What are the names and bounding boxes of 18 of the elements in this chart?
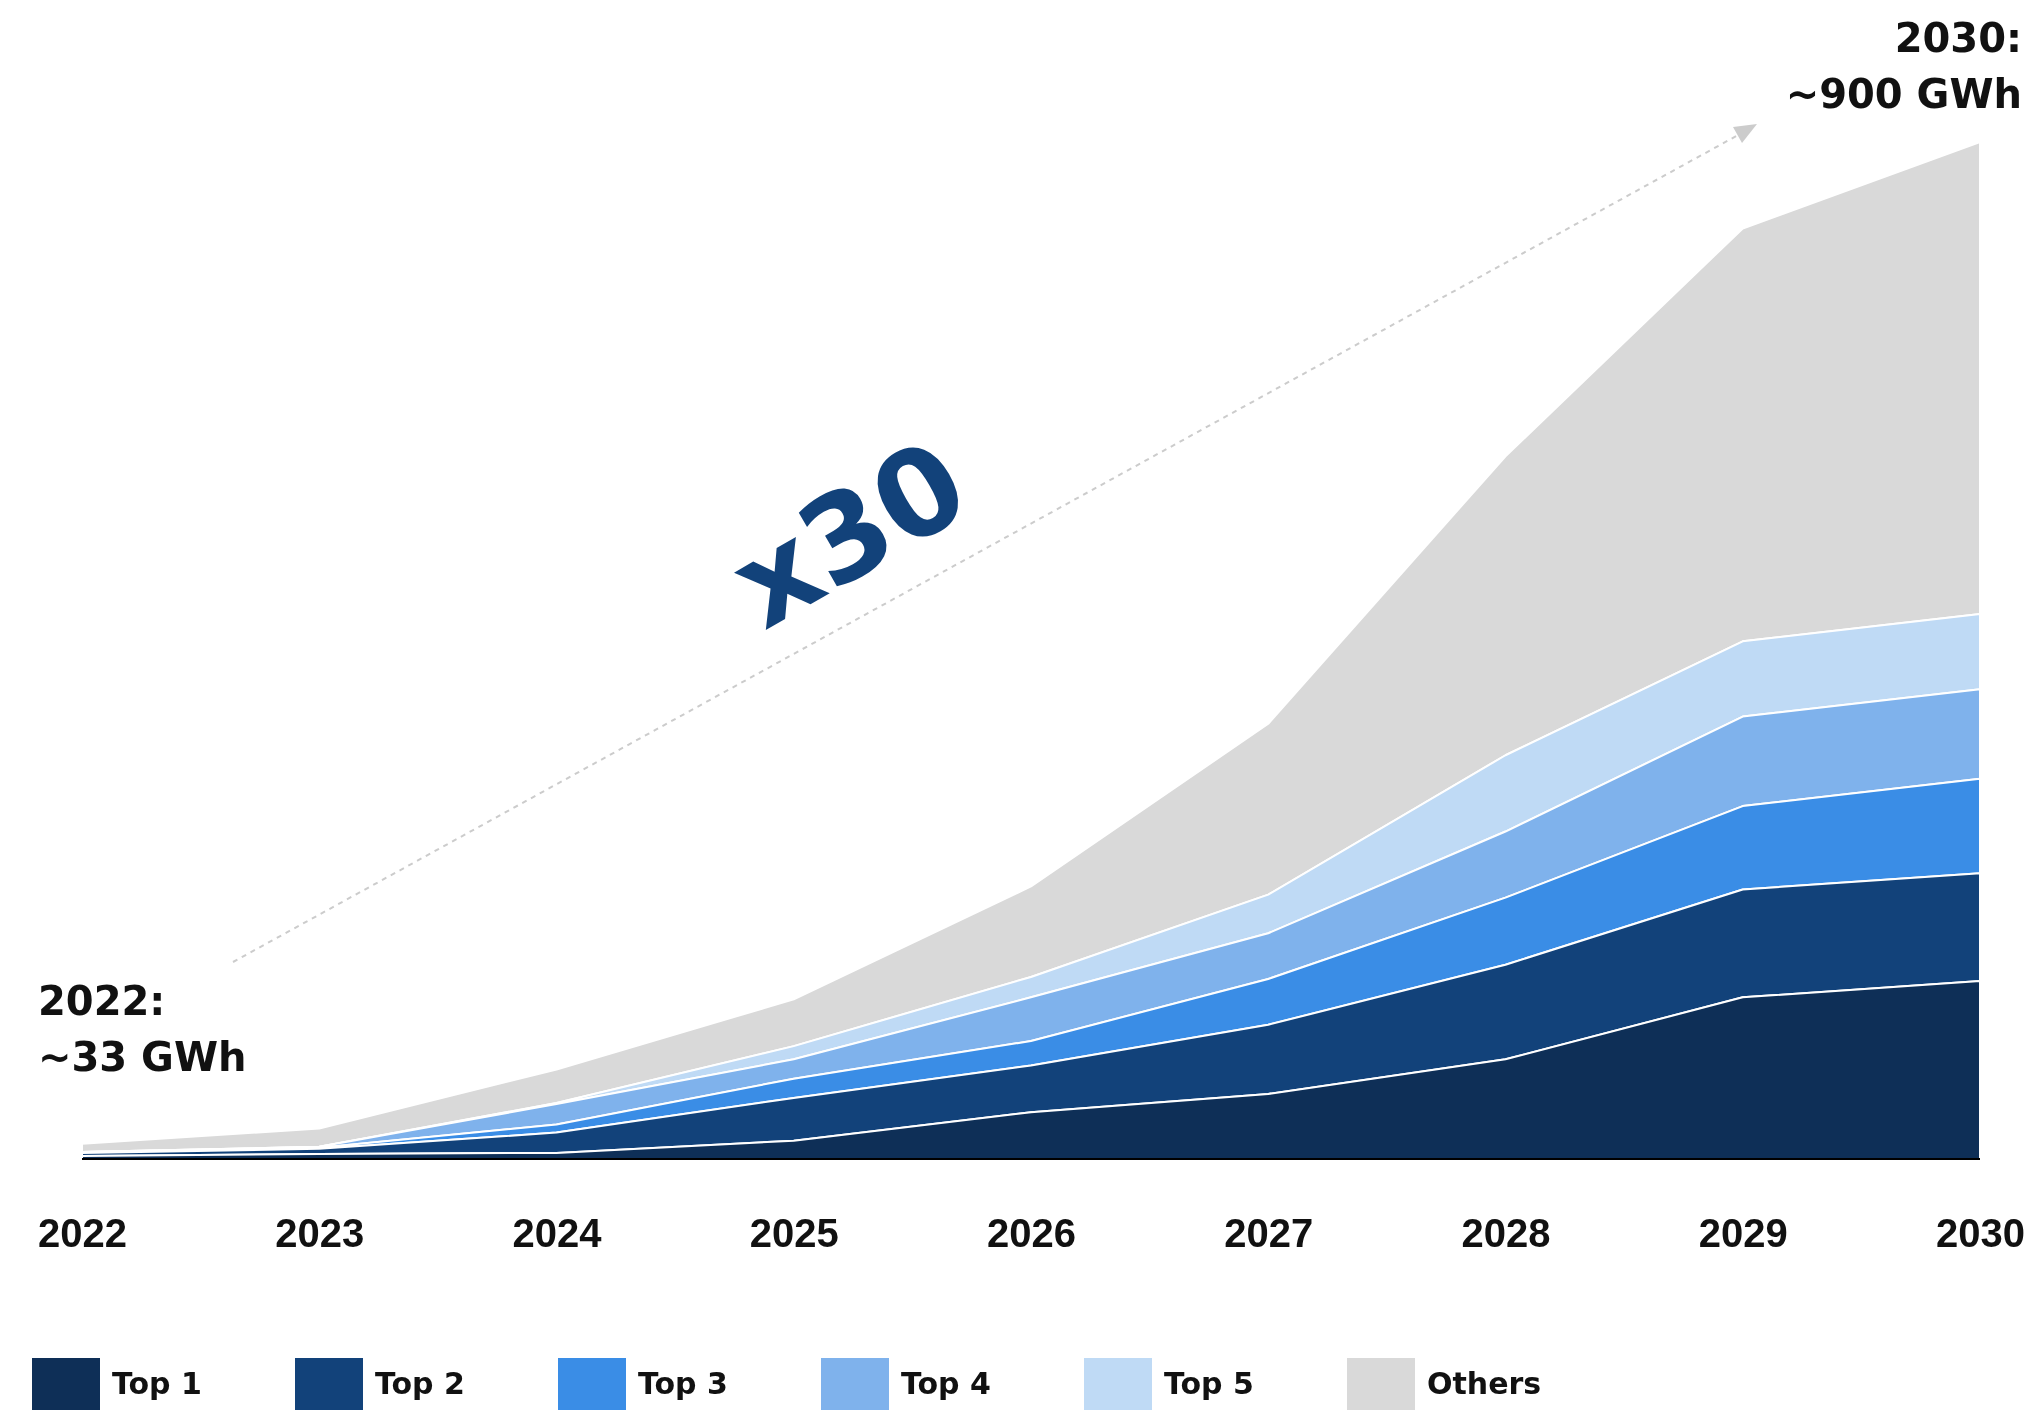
annotation: 2022: ~33 GWh	[38, 978, 247, 1080]
legend-label: Top 1	[112, 1366, 202, 1401]
x-tick-label: 2027	[1224, 1211, 1314, 1256]
x-tick-label: 2029	[1698, 1211, 1788, 1256]
x-tick-label: 2025	[749, 1211, 839, 1256]
x-tick-label: 2026	[987, 1211, 1076, 1256]
x-tick-label: 2028	[1461, 1211, 1551, 1256]
legend-label: Top 4	[901, 1366, 991, 1401]
legend-label: Top 5	[1164, 1366, 1254, 1401]
x-tick-label: 2024	[512, 1211, 603, 1256]
legend-label: Others	[1427, 1366, 1542, 1401]
annotation: x30	[708, 412, 990, 656]
legend-label: Top 2	[375, 1366, 465, 1401]
legend-label: Top 3	[638, 1366, 728, 1401]
x-tick-label: 2023	[275, 1211, 365, 1256]
text: 2030: ~900 GWh	[1785, 15, 2022, 117]
x-tick-label: 2030	[1936, 1211, 2025, 1256]
x-tick-label: 2022	[38, 1211, 127, 1256]
